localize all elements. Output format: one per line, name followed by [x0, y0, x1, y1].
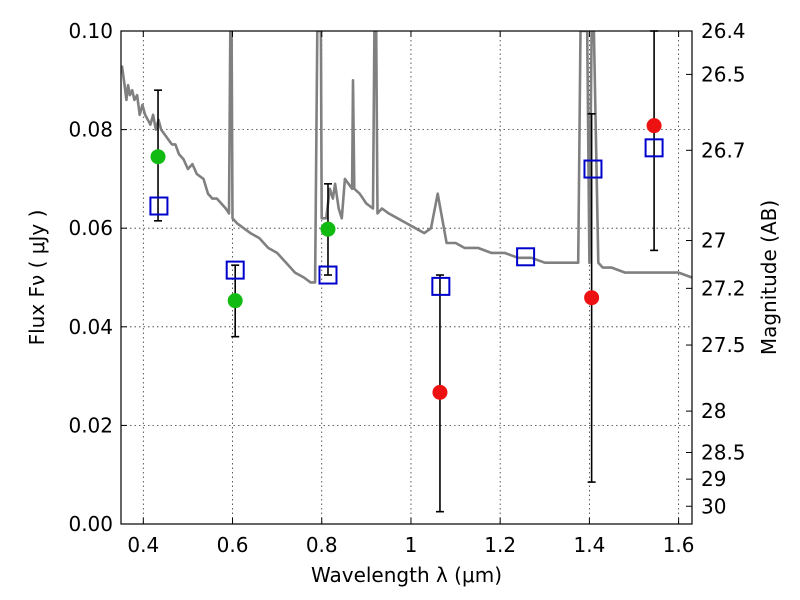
- model-point: [318, 265, 338, 285]
- plot-frame: [120, 30, 693, 525]
- y-tick-label: 0.10: [68, 19, 113, 43]
- x-tick-label: 1: [405, 533, 418, 557]
- x-tick-label: 1.6: [663, 533, 695, 557]
- mag-tick-label: 28.5: [701, 441, 746, 465]
- detected-point: [320, 221, 336, 237]
- sed-line: [121, 31, 692, 284]
- x-axis-label: Wavelength λ (μm): [311, 563, 502, 587]
- detected-point: [227, 293, 243, 309]
- markers: [149, 118, 664, 400]
- x-tick-label: 0.8: [306, 533, 338, 557]
- mag-tick-label: 26.7: [701, 138, 746, 162]
- x-tick-label: 0.4: [127, 533, 159, 557]
- y-tick-label: 0.02: [68, 413, 113, 437]
- x-tick-label: 0.6: [217, 533, 249, 557]
- mag-tick-label: 27.5: [701, 333, 746, 357]
- mag-tick-label: 26.4: [701, 19, 746, 43]
- mag-tick-label: 27.2: [701, 276, 746, 300]
- detected-point: [150, 149, 166, 165]
- mag-tick-label: 28: [701, 399, 726, 423]
- model-point: [431, 276, 451, 296]
- mag-tick-label: 26.5: [701, 62, 746, 86]
- grid: [121, 30, 692, 525]
- y2-axis-label: Magnitude (AB): [757, 200, 781, 355]
- nondetected-point: [646, 118, 662, 134]
- y-axis-label: Flux Fν ( μJy ): [25, 210, 49, 346]
- x-tick-label: 1.4: [573, 533, 605, 557]
- y-tick-label: 0.08: [68, 118, 113, 142]
- x-tick-label: 1.2: [484, 533, 516, 557]
- mag-tick-label: 30: [701, 494, 726, 518]
- y-tick-label: 0.06: [68, 216, 113, 240]
- model-point: [225, 260, 245, 280]
- y-tick-label: 0.04: [68, 315, 113, 339]
- axis-ticks: 0.4 0.6 0.8 1 1.2 1.4 1.6 0.00 0.02 0.04 0.06 0.08 0…: [68, 19, 745, 557]
- model-point: [644, 138, 664, 158]
- sed-spectrum: [121, 31, 692, 284]
- y-tick-label: 0.00: [68, 512, 113, 536]
- model-point: [516, 247, 536, 267]
- nondetected-point: [584, 290, 600, 306]
- nondetected-point: [432, 384, 448, 400]
- mag-tick-label: 29: [701, 467, 726, 491]
- mag-tick-label: 27: [701, 229, 726, 253]
- model-point: [583, 159, 603, 179]
- model-point: [149, 196, 169, 216]
